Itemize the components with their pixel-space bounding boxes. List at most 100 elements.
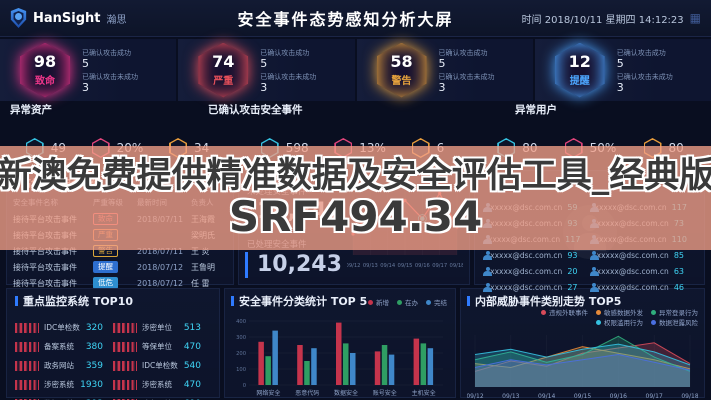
grouped-bar-chart: 0 100 200 300 400 网络安全 恶意代码 数据安全 账号安全 主机安全 [236, 319, 443, 397]
severity-card-warning: 58 警告 已确认攻击成功 5 已确认攻击未成功 3 [356, 39, 533, 101]
person-icon [483, 250, 493, 260]
svg-text:09/15: 09/15 [398, 263, 413, 269]
legend-item[interactable]: 新增 [368, 297, 389, 307]
severity-badge: 提醒 [93, 261, 118, 273]
mini-bars-icon [113, 322, 137, 333]
mini-bars-icon [15, 379, 39, 390]
person-icon [483, 266, 493, 276]
legend-dot [541, 309, 546, 315]
section-title-row: 异常资产 已确认攻击安全事件 异常用户 [0, 102, 711, 116]
table-row: 接待平台攻击事件 提醒 2018/07/12 王鲁明 [13, 261, 215, 273]
system-item: 涉密单位 513 [113, 318, 211, 337]
legend-item[interactable]: 权限滥用行为 [596, 317, 643, 327]
watermark-overlay: 新澳免费提供精准数据及安全评估工具_经典版 SRF494.34 [0, 146, 711, 250]
legend-item[interactable]: 敏感数据外发 [596, 307, 643, 317]
stat-value: 3 [616, 80, 624, 94]
legend-item[interactable]: 数据泄露风险 [651, 317, 698, 327]
mini-bars-icon [15, 341, 39, 352]
mini-bars-icon [113, 398, 137, 400]
stat-label: 已确认攻击成功 [616, 48, 666, 57]
event-category-chart-panel: 安全事件分类统计 TOP 5 新增 在办 完结 0 100 200 300 400 网络安… [224, 288, 456, 398]
stat-value: 5 [260, 56, 268, 70]
svg-text:09/14: 09/14 [380, 263, 396, 269]
svg-text:09/12: 09/12 [467, 393, 484, 400]
mini-bars-icon [15, 322, 39, 333]
severity-label: 严重 [213, 75, 234, 87]
svg-text:0: 0 [243, 383, 246, 389]
handled-value: 10,243 [245, 252, 347, 278]
user-list-item: xxxxx@dsc.com.cn 63 [589, 263, 697, 279]
bottom-band: 重点监控系统 TOP10 IDC单检数 320 涉密单位 513 备案系统 380 等… [0, 288, 711, 400]
system-item: 涉密系统 470 [113, 375, 211, 394]
system-item: 数据网站393 [15, 394, 113, 400]
section-title-attacks: 已确认攻击安全事件 [208, 104, 303, 116]
severity-count: 98 [33, 51, 57, 71]
severity-count: 58 [390, 51, 413, 71]
svg-text:09/15: 09/15 [574, 393, 591, 400]
system-item: 等保单位 470 [113, 337, 211, 356]
hexagon-badge: 12 提醒 [554, 42, 605, 98]
page-title: 安全事件态势感知分析大屏 [237, 10, 454, 29]
legend-item[interactable]: 违规外联事件 [541, 307, 588, 317]
svg-text:09/17: 09/17 [646, 393, 663, 400]
system-item: 涉密系统 1930 [15, 375, 113, 394]
watermark-line1: 新澳免费提供精准数据及安全评估工具_经典版 [0, 155, 711, 196]
brand-name-cn: 瀚思 [106, 14, 127, 26]
svg-text:数据安全: 数据安全 [334, 389, 358, 397]
severity-card-critical: 74 严重 已确认攻击成功 5 已确认攻击未成功 3 [178, 39, 355, 101]
svg-text:09/18: 09/18 [450, 263, 463, 269]
legend-dot [368, 299, 373, 305]
panel-title: 内部威胁事件类别走势 TOP5 [467, 293, 698, 309]
section-title-users: 异常用户 [515, 104, 557, 116]
stat-label: 已确认攻击成功 [82, 48, 131, 57]
stat-label: 已确认攻击未成功 [438, 72, 495, 81]
svg-text:400: 400 [236, 319, 246, 325]
severity-card-fatal: 98 致命 已确认攻击成功 5 已确认攻击未成功 3 [0, 39, 177, 101]
hexagon-badge: 98 致命 [20, 42, 70, 98]
severity-label: 警告 [391, 75, 412, 87]
user-list-item: xxxxx@dsc.com.cn 46 [589, 279, 697, 295]
system-item: 备案系统 380 [15, 337, 113, 356]
legend-item[interactable]: 在办 [397, 297, 418, 307]
svg-text:100: 100 [236, 367, 246, 373]
legend-item[interactable]: 完结 [426, 297, 447, 307]
chart-legend: 新增 在办 完结 [368, 297, 447, 307]
severity-card-notice: 12 提醒 已确认攻击成功 5 已确认攻击未成功 3 [534, 39, 711, 101]
stat-label: 已确认攻击未成功 [82, 72, 138, 81]
system-item: 政务网站 359 [15, 356, 113, 375]
stat-value: 5 [82, 56, 89, 70]
user-list-item: xxxxx@dsc.com.cn 20 [483, 263, 590, 279]
stat-value: 3 [438, 80, 446, 94]
shield-logo-icon [10, 8, 27, 28]
mini-bars-icon [113, 360, 137, 371]
person-icon [483, 282, 493, 292]
svg-text:主机安全: 主机安全 [412, 389, 436, 397]
severity-count: 74 [212, 51, 235, 71]
table-row: 接待平台攻击事件 低危 2018/07/12 任 雷 [13, 277, 210, 289]
panel-title: 重点监控系统 TOP10 [15, 293, 211, 309]
person-icon [589, 266, 600, 276]
stat-label: 已确认攻击未成功 [616, 72, 673, 81]
stat-label: 已确认攻击未成功 [260, 72, 317, 81]
monitored-systems-panel: 重点监控系统 TOP10 IDC单检数 320 涉密单位 513 备案系统 380 等… [6, 288, 220, 400]
severity-label: 致命 [35, 75, 55, 87]
mini-bars-icon [15, 398, 39, 400]
system-item: 政务网站690 [113, 394, 211, 400]
legend-dot [651, 319, 656, 325]
legend-item[interactable]: 异常登录行为 [651, 307, 698, 317]
hexagon-badge: 58 警告 [376, 42, 427, 98]
stat-value: 5 [616, 56, 624, 70]
area-chart: 09/12 09/13 09/14 09/15 09/16 09/17 09/18 [467, 335, 698, 400]
watermark-line2: SRF494.34 [228, 192, 483, 242]
system-item: IDC单检数 320 [15, 318, 113, 337]
stat-value: 5 [438, 56, 446, 70]
header-bar: HanSight 瀚思 安全事件态势感知分析大屏 时间 2018/10/11 星… [0, 0, 711, 37]
panel-title: 安全事件分类统计 TOP 5 [231, 293, 449, 309]
fullscreen-grid-icon[interactable]: ▦ [689, 11, 701, 25]
legend-dot [596, 309, 601, 315]
user-list-item: xxxxx@dsc.com.cn 27 [483, 279, 590, 295]
svg-text:网络安全: 网络安全 [256, 389, 280, 397]
svg-text:09/18: 09/18 [681, 393, 698, 400]
